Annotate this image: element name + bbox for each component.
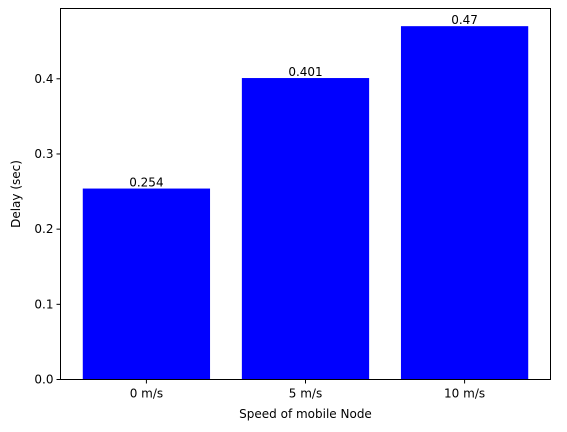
x-tick-label-0: 0 m/s <box>130 387 163 401</box>
y-tick-label-0: 0.0 <box>34 373 53 387</box>
y-axis-ticks: 0.0 0.1 0.2 0.3 0.4 <box>34 72 60 387</box>
y-tick-label-2: 0.2 <box>34 222 53 236</box>
y-tick-label-3: 0.3 <box>34 147 53 161</box>
y-tick-label-4: 0.4 <box>34 72 53 86</box>
bar-1 <box>242 78 369 379</box>
bar-2 <box>401 26 528 379</box>
y-axis-label: Delay (sec) <box>9 160 23 228</box>
x-tick-label-1: 5 m/s <box>289 387 322 401</box>
x-axis-label: Speed of mobile Node <box>239 407 372 421</box>
y-tick-label-1: 0.1 <box>34 297 53 311</box>
x-tick-label-2: 10 m/s <box>444 387 485 401</box>
data-label-0: 0.254 <box>129 176 163 190</box>
bar-0 <box>83 189 210 380</box>
bars-group <box>83 26 528 379</box>
data-label-1: 0.401 <box>288 65 322 79</box>
x-axis-ticks: 0 m/s 5 m/s 10 m/s <box>130 380 485 401</box>
data-label-2: 0.47 <box>451 13 478 27</box>
